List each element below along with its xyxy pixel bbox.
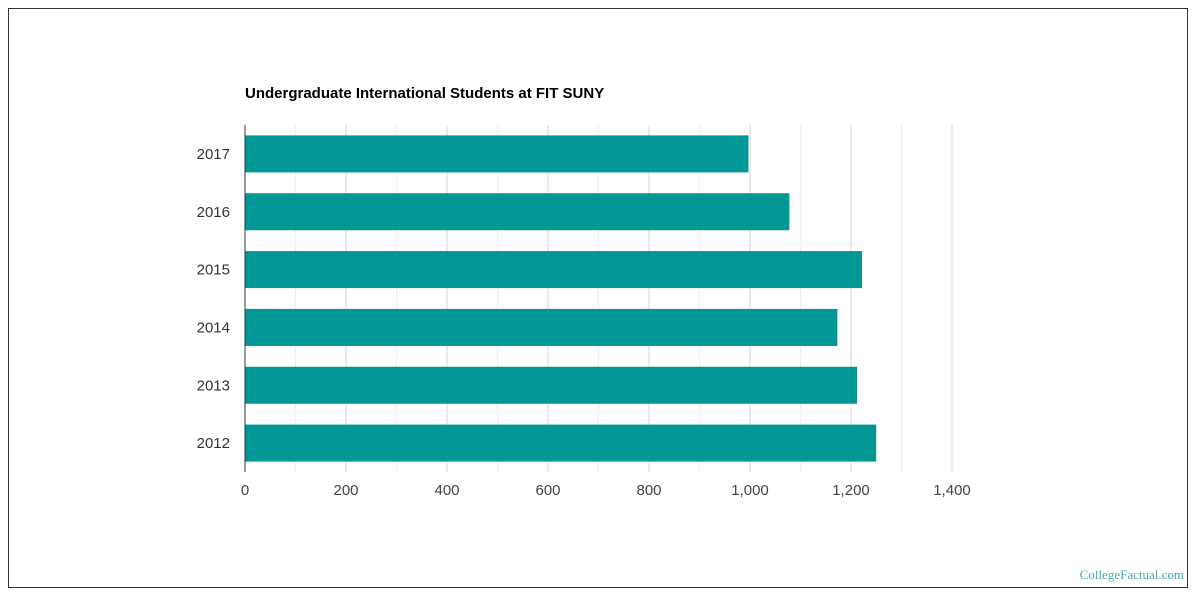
bar-2016 bbox=[245, 193, 790, 231]
bar-2013 bbox=[245, 366, 858, 404]
bar-2015 bbox=[245, 251, 863, 289]
y-tick-label-2017: 2017 bbox=[197, 146, 230, 163]
y-tick-label-2015: 2015 bbox=[197, 262, 230, 279]
x-tick-label: 1,000 bbox=[731, 482, 769, 499]
y-tick-label-2012: 2012 bbox=[197, 435, 230, 452]
bar-2012 bbox=[245, 424, 877, 462]
y-tick-label-2013: 2013 bbox=[197, 377, 230, 394]
x-tick-label: 800 bbox=[636, 482, 661, 499]
y-tick-label-2016: 2016 bbox=[197, 204, 230, 221]
x-tick-label: 1,400 bbox=[933, 482, 971, 499]
x-tick-label: 600 bbox=[535, 482, 560, 499]
bar-2014 bbox=[245, 308, 838, 346]
y-tick-label-2014: 2014 bbox=[197, 319, 230, 336]
chart-title: Undergraduate International Students at … bbox=[245, 85, 605, 102]
x-tick-label: 1,200 bbox=[832, 482, 870, 499]
x-tick-label: 0 bbox=[241, 482, 249, 499]
x-tick-label: 400 bbox=[434, 482, 459, 499]
x-tick-label: 200 bbox=[333, 482, 358, 499]
bar-2017 bbox=[245, 135, 749, 173]
watermark-text[interactable]: CollegeFactual.com bbox=[1079, 567, 1184, 582]
